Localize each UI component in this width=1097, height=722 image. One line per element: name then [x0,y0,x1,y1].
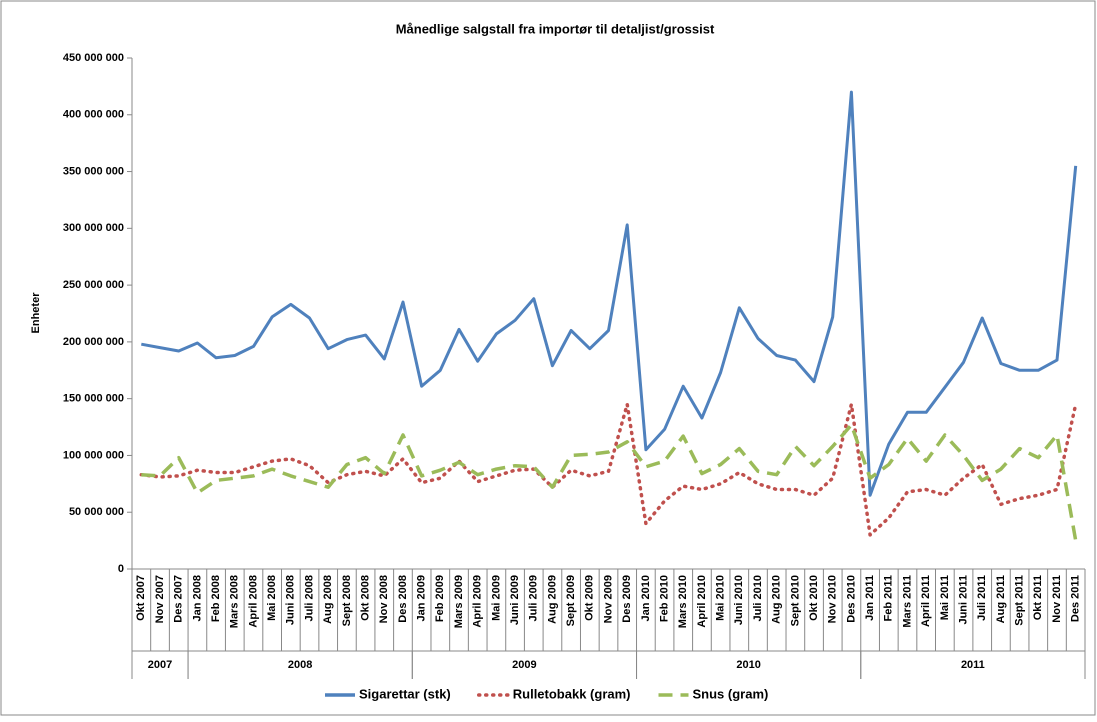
y-tick-label: 200 000 000 [63,336,124,348]
series-line [141,423,1078,541]
x-tick-label: Sept 2008 [341,575,353,626]
year-label: 2008 [288,659,312,671]
x-tick-label: Mars 2010 [677,575,689,628]
y-tick-label: 150 000 000 [63,393,124,405]
x-tick-label: Sept 2011 [1014,575,1026,626]
x-tick-label: Mars 2011 [901,575,913,628]
x-tick-label: Nov 2009 [602,575,614,623]
x-tick-label: Aug 2010 [771,575,783,624]
x-tick-label: Mai 2008 [266,575,278,621]
series-line [141,90,1078,497]
series-line [139,402,1078,537]
x-tick-label: Aug 2008 [322,575,334,624]
x-tick-label: Juni 2009 [509,575,521,625]
year-label: 2009 [512,659,536,671]
x-tick-label: Des 2011 [1070,575,1082,622]
x-tick-label: Juni 2011 [957,575,969,625]
chart-title: Månedlige salgstall fra importør til det… [396,21,715,36]
x-tick-label: Mars 2009 [453,575,465,628]
x-tick-label: Okt 2008 [359,575,371,621]
legend-label: Snus (gram) [693,686,769,701]
x-tick-label: Sept 2010 [789,575,801,626]
x-tick-label: Feb 2010 [658,575,670,622]
x-tick-label: Jan 2008 [191,575,203,621]
x-tick-label: Jan 2011 [864,575,876,621]
y-tick-label: 100 000 000 [63,449,124,461]
x-tick-label: Jan 2010 [640,575,652,621]
x-tick-label: Okt 2007 [135,575,147,621]
x-tick-label: Juli 2008 [303,575,315,621]
x-tick-label: Des 2007 [173,575,185,623]
y-tick-label: 300 000 000 [63,222,124,234]
x-tick-label: April 2008 [247,575,259,628]
y-tick-label: 450 000 000 [63,52,124,64]
x-tick-label: April 2009 [472,575,484,628]
year-label: 2007 [148,659,172,671]
x-tick-label: Feb 2009 [434,575,446,622]
x-tick-label: Jan 2009 [416,575,428,621]
x-tick-label: April 2011 [920,575,932,627]
x-tick-label: Okt 2011 [1032,575,1044,620]
x-tick-label: Mars 2008 [229,575,241,628]
year-label: 2011 [961,659,985,671]
x-tick-label: Juli 2011 [976,575,988,621]
y-tick-label: 0 [118,563,124,575]
x-tick-label: April 2010 [696,575,708,628]
x-tick-label: Mai 2009 [490,575,502,621]
y-tick-label: 50 000 000 [69,506,124,518]
x-tick-label: Mai 2010 [715,575,727,621]
x-tick-label: Aug 2011 [995,575,1007,623]
x-tick-label: Des 2010 [845,575,857,623]
y-axis-label: Enheter [30,292,42,334]
x-tick-label: Juli 2009 [528,575,540,621]
x-tick-label: Feb 2008 [210,575,222,622]
x-tick-label: Nov 2011 [1051,575,1063,623]
legend-label: Sigarettar (stk) [359,686,451,701]
x-tick-label: Sept 2009 [565,575,577,626]
x-tick-label: Mai 2011 [939,575,951,620]
x-tick-label: Okt 2009 [584,575,596,621]
x-tick-label: Nov 2008 [378,575,390,623]
x-tick-label: Feb 2011 [883,575,895,621]
x-tick-label: Nov 2007 [154,575,166,623]
y-tick-label: 400 000 000 [63,109,124,121]
x-tick-label: Juli 2010 [752,575,764,621]
x-tick-label: Des 2009 [621,575,633,623]
y-tick-label: 350 000 000 [63,165,124,177]
x-tick-label: Okt 2010 [808,575,820,621]
x-tick-label: Juni 2010 [733,575,745,625]
x-tick-label: Des 2008 [397,575,409,623]
year-label: 2010 [736,659,760,671]
x-tick-label: Juni 2008 [285,575,297,625]
x-tick-label: Nov 2010 [827,575,839,623]
legend-label: Rulletobakk (gram) [513,686,631,701]
y-tick-label: 250 000 000 [63,279,124,291]
x-tick-label: Aug 2009 [546,575,558,624]
